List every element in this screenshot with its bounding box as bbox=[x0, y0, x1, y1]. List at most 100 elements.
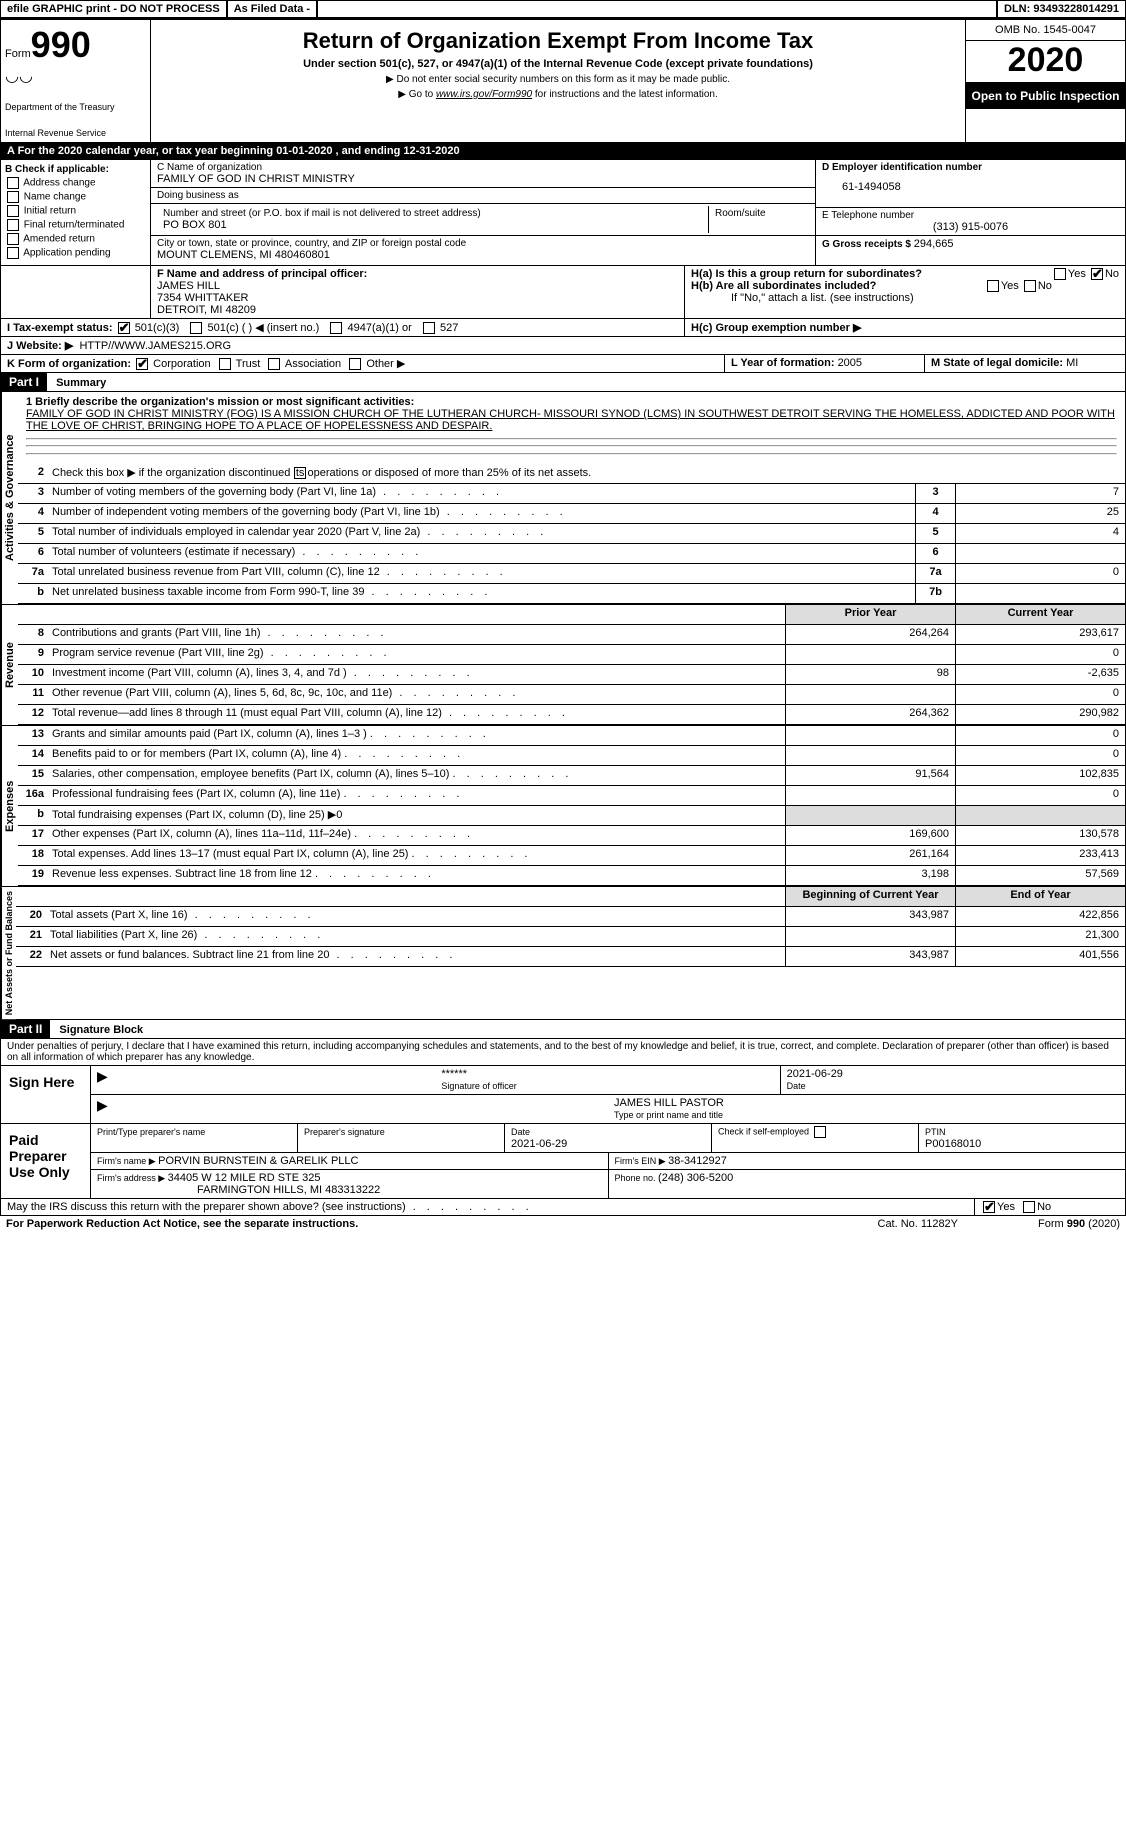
footer: For Paperwork Reduction Act Notice, see … bbox=[0, 1216, 1126, 1232]
prior-value: 98 bbox=[785, 665, 955, 684]
net-body: Beginning of Current Year End of Year 20… bbox=[16, 887, 1125, 1019]
form-subtitle: Under section 501(c), 527, or 4947(a)(1)… bbox=[159, 58, 957, 70]
chk-501c[interactable] bbox=[190, 322, 202, 334]
form-word: Form bbox=[5, 48, 31, 60]
chk-may-irs-no[interactable] bbox=[1023, 1201, 1035, 1213]
exp-line-18: 18 Total expenses. Add lines 13–17 (must… bbox=[18, 846, 1125, 866]
line-text: Grants and similar amounts paid (Part IX… bbox=[48, 726, 785, 745]
exp-line-15: 15 Salaries, other compensation, employe… bbox=[18, 766, 1125, 786]
chk-self-employed[interactable] bbox=[814, 1126, 826, 1138]
dept-label: Department of the Treasury bbox=[5, 102, 146, 112]
prep-date-cell: Date2021-06-29 bbox=[504, 1124, 711, 1152]
chk-527[interactable] bbox=[423, 322, 435, 334]
line-value: 0 bbox=[955, 564, 1125, 583]
col-hdr-current: Current Year bbox=[955, 605, 1125, 624]
prep-line-3: Firm's address ▶ 34405 W 12 MILE RD STE … bbox=[91, 1170, 1125, 1198]
gov-line-6: 6 Total number of volunteers (estimate i… bbox=[18, 544, 1125, 564]
row-f-label: F Name and address of principal officer: bbox=[157, 268, 678, 280]
website-value[interactable]: HTTP//WWW.JAMES215.ORG bbox=[79, 340, 231, 352]
end-value: 401,556 bbox=[955, 947, 1125, 966]
line-num: 13 bbox=[18, 726, 48, 745]
exp-line-19: 19 Revenue less expenses. Subtract line … bbox=[18, 866, 1125, 886]
col-b-label: B Check if applicable: bbox=[5, 164, 146, 175]
line-num: 21 bbox=[16, 927, 46, 946]
line-value bbox=[955, 584, 1125, 603]
row-klm: K Form of organization: Corporation Trus… bbox=[0, 355, 1126, 373]
part1-title: Summary bbox=[50, 375, 112, 391]
phone-value: (313) 915-0076 bbox=[822, 221, 1119, 233]
ptin-value: P00168010 bbox=[925, 1138, 981, 1150]
open-to-public: Open to Public Inspection bbox=[966, 83, 1125, 109]
gross-cell: G Gross receipts $ 294,665 bbox=[816, 236, 1125, 252]
ein-cell: D Employer identification number 61-1494… bbox=[816, 160, 1125, 208]
prep-sig-cell: Preparer's signature bbox=[297, 1124, 504, 1152]
room-label: Room/suite bbox=[715, 208, 803, 219]
mission-text: FAMILY OF GOD IN CHRIST MINISTRY (FOG) I… bbox=[26, 408, 1115, 432]
prior-value: 264,362 bbox=[785, 705, 955, 724]
ha-yes[interactable]: Yes bbox=[1068, 268, 1086, 280]
declaration-text: Under penalties of perjury, I declare th… bbox=[0, 1039, 1126, 1066]
line-2: 2 Check this box ▶ if the organization d… bbox=[18, 464, 1125, 484]
footer-right: Form 990 (2020) bbox=[1038, 1218, 1120, 1230]
line-text: Total number of individuals employed in … bbox=[48, 524, 915, 543]
chk-name-change[interactable]: Name change bbox=[5, 191, 146, 203]
chk-trust[interactable] bbox=[219, 358, 231, 370]
line-num: 8 bbox=[18, 625, 48, 644]
chk-501c3[interactable] bbox=[118, 322, 130, 334]
ha-no[interactable]: No bbox=[1105, 268, 1119, 280]
current-value: 0 bbox=[955, 786, 1125, 805]
row-i: I Tax-exempt status: 501(c)(3) 501(c) ( … bbox=[0, 319, 1126, 337]
current-value: 233,413 bbox=[955, 846, 1125, 865]
chk-initial-return[interactable]: Initial return bbox=[5, 205, 146, 217]
part2-title: Signature Block bbox=[53, 1022, 149, 1038]
firm-phone-value: (248) 306-5200 bbox=[658, 1172, 733, 1184]
chk-application-pending[interactable]: Application pending bbox=[5, 247, 146, 259]
col-b: B Check if applicable: Address change Na… bbox=[1, 160, 151, 265]
tax-year: 2020 bbox=[966, 41, 1125, 83]
beginning-value bbox=[785, 927, 955, 946]
line-num: 19 bbox=[18, 866, 48, 885]
line-num: 6 bbox=[18, 544, 48, 563]
may-irs-row: May the IRS discuss this return with the… bbox=[0, 1199, 1126, 1216]
may-irs-text: May the IRS discuss this return with the… bbox=[1, 1199, 975, 1215]
gov-line-b: b Net unrelated business taxable income … bbox=[18, 584, 1125, 604]
hb-yes[interactable]: Yes bbox=[1001, 280, 1019, 292]
exp-line-14: 14 Benefits paid to or for members (Part… bbox=[18, 746, 1125, 766]
prior-value bbox=[785, 806, 955, 825]
prior-value bbox=[785, 726, 955, 745]
col-hdr-beginning: Beginning of Current Year bbox=[785, 887, 955, 906]
row-j-body: J Website: ▶ HTTP//WWW.JAMES215.ORG bbox=[1, 337, 1125, 354]
hb-no[interactable]: No bbox=[1038, 280, 1052, 292]
footer-mid: Cat. No. 11282Y bbox=[878, 1218, 959, 1230]
line-text: Total revenue—add lines 8 through 11 (mu… bbox=[48, 705, 785, 724]
line-num: 17 bbox=[18, 826, 48, 845]
line-text: Investment income (Part VIII, column (A)… bbox=[48, 665, 785, 684]
entity-table: B Check if applicable: Address change Na… bbox=[0, 160, 1126, 266]
line-num: 9 bbox=[18, 645, 48, 664]
chk-4947[interactable] bbox=[330, 322, 342, 334]
chk-corporation[interactable] bbox=[136, 358, 148, 370]
line-num: 11 bbox=[18, 685, 48, 704]
rev-line-11: 11 Other revenue (Part VIII, column (A),… bbox=[18, 685, 1125, 705]
line-text: Contributions and grants (Part VIII, lin… bbox=[48, 625, 785, 644]
row-hb-note: If "No," attach a list. (see instruction… bbox=[691, 292, 1119, 304]
chk-association[interactable] bbox=[268, 358, 280, 370]
paid-preparer-label: Paid Preparer Use Only bbox=[1, 1124, 91, 1198]
chk-may-irs-yes[interactable] bbox=[983, 1201, 995, 1213]
chk-discontinued[interactable] bbox=[294, 467, 306, 479]
line-num: 4 bbox=[18, 504, 48, 523]
line-1-label: 1 Briefly describe the organization's mi… bbox=[26, 396, 414, 408]
chk-final-return[interactable]: Final return/terminated bbox=[5, 219, 146, 231]
chk-address-change[interactable]: Address change bbox=[5, 177, 146, 189]
governance-body: 1 Briefly describe the organization's mi… bbox=[18, 392, 1125, 604]
section-revenue: Revenue Prior Year Current Year 8 Contri… bbox=[0, 605, 1126, 726]
rev-line-9: 9 Program service revenue (Part VIII, li… bbox=[18, 645, 1125, 665]
sig-stars: ****** Signature of officer bbox=[435, 1066, 779, 1094]
line-text: Number of voting members of the governin… bbox=[48, 484, 915, 503]
chk-other[interactable] bbox=[349, 358, 361, 370]
sig-date-value: 2021-06-29 bbox=[787, 1068, 843, 1080]
city-label: City or town, state or province, country… bbox=[157, 238, 809, 249]
irs-link[interactable]: www.irs.gov/Form990 bbox=[436, 89, 532, 100]
chk-amended-return[interactable]: Amended return bbox=[5, 233, 146, 245]
row-k-label: K Form of organization: bbox=[7, 358, 131, 370]
